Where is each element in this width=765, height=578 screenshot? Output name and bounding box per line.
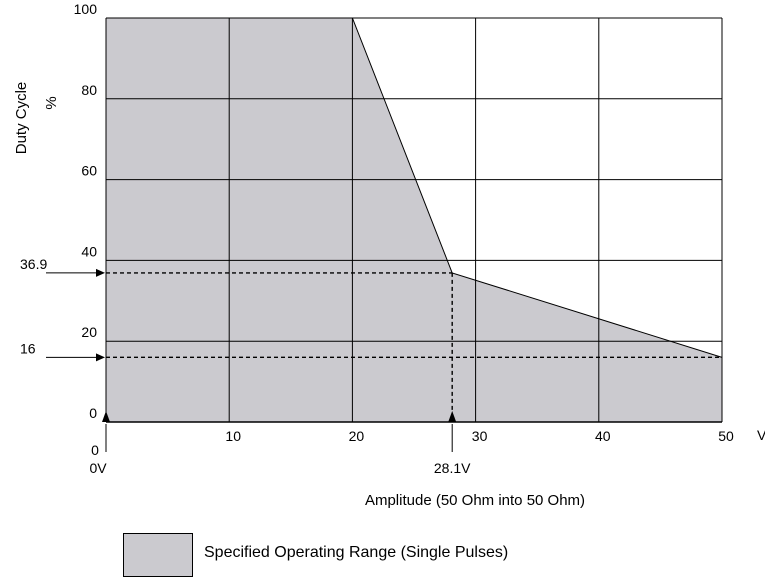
operating-range-layer (106, 17, 723, 422)
x-marker-label: 0V (89, 460, 107, 476)
legend-swatch (123, 533, 193, 577)
y-marker-arrowhead (96, 353, 105, 362)
x-tick-label: 40 (595, 428, 611, 444)
y-axis-unit: % (43, 96, 60, 109)
y-tick-label: 60 (81, 163, 97, 179)
x-tick-label: 30 (472, 428, 488, 444)
legend-label: Specified Operating Range (Single Pulses… (204, 544, 509, 561)
y-axis-label: Duty Cycle (13, 82, 30, 155)
x-tick-label: 10 (225, 428, 241, 444)
x-tick-label: 50 (718, 428, 734, 444)
y-tick-label: 20 (81, 324, 97, 340)
x-axis-label: Amplitude (50 Ohm into 50 Ohm) (365, 492, 585, 509)
y-marker-arrowhead (96, 268, 105, 277)
marker-layer: 36.9 16 0V 28.1V (20, 256, 722, 476)
y-tick-label: 40 (81, 243, 97, 259)
x-axis-unit: V (757, 427, 765, 443)
y-marker-label: 36.9 (20, 256, 47, 272)
y-tick-label: 100 (74, 1, 98, 17)
y-tick-label: 80 (81, 82, 97, 98)
y-tick-label: 0 (89, 405, 97, 421)
x-marker-label: 28.1V (434, 460, 471, 476)
y-marker-label: 16 (20, 340, 36, 356)
x-marker-arrowhead (448, 411, 457, 422)
x-tick-label: 20 (349, 428, 365, 444)
x-tick-label: 0 (91, 442, 99, 458)
grid-layer (105, 17, 723, 423)
x-marker-arrowhead (102, 411, 110, 422)
tick-layer: 0 20 40 60 80 100 0 10 20 30 40 50 (74, 1, 734, 458)
operating-range-area (106, 18, 722, 422)
